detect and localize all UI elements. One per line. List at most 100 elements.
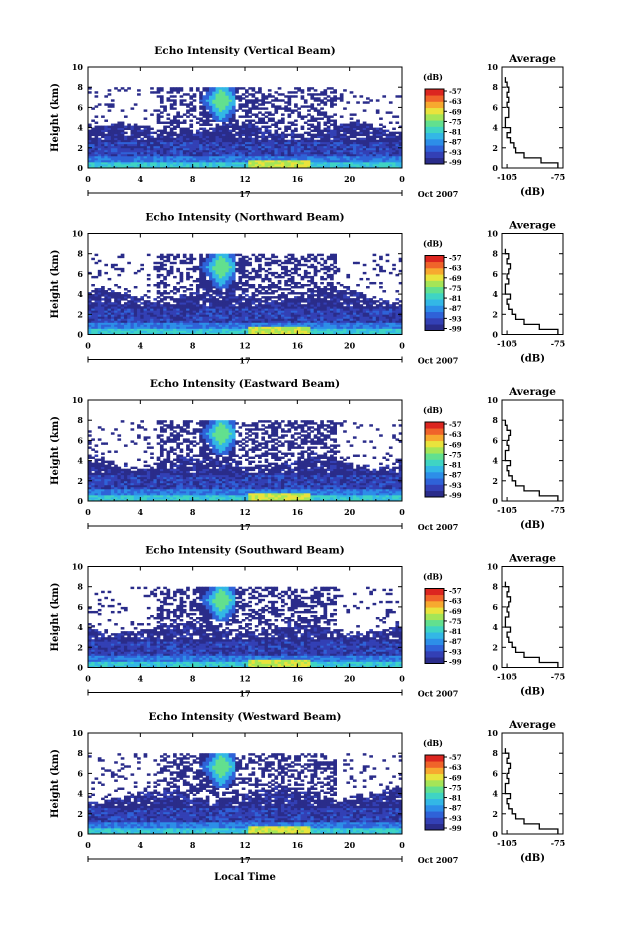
heatmap-cell <box>372 147 377 151</box>
heatmap-cell <box>209 279 213 283</box>
heatmap-cell <box>310 318 315 321</box>
heatmap-cell <box>218 300 223 303</box>
colorbar-tick-label: -81 <box>449 128 462 137</box>
heatmap-cell <box>114 326 118 329</box>
heatmap-cell <box>352 123 357 126</box>
heatmap-cell <box>222 153 226 157</box>
heatmap-cell <box>251 101 256 104</box>
heatmap-cell <box>156 151 161 155</box>
heatmap-cell <box>114 314 118 317</box>
heatmap-cell <box>277 275 282 279</box>
heatmap-cell <box>284 328 288 331</box>
heatmap-cell <box>231 129 236 133</box>
heatmap-cell <box>320 257 324 261</box>
heatmap-cell <box>202 153 207 157</box>
heatmap-cell <box>202 107 207 110</box>
heatmap-cell <box>238 318 243 321</box>
heatmap-cell <box>186 127 190 131</box>
heatmap-cell <box>235 133 239 137</box>
heatmap-cell <box>248 263 252 267</box>
heatmap-cell <box>91 326 95 329</box>
heatmap-cell <box>316 99 321 102</box>
heatmap-cell <box>307 255 311 259</box>
heatmap-cell <box>205 273 210 277</box>
heatmap-cell <box>166 133 171 137</box>
heatmap-cell <box>274 286 279 289</box>
heatmap-cell <box>117 137 122 141</box>
heatmap-cell <box>215 101 220 104</box>
heatmap-cell <box>310 322 315 325</box>
heatmap-cell <box>107 103 112 106</box>
heatmap-cell <box>362 294 367 297</box>
heatmap-cell <box>120 135 125 139</box>
heatmap-cell <box>290 267 295 271</box>
heatmap-cell <box>398 153 402 157</box>
heatmap-cell <box>372 137 377 141</box>
heatmap-cell <box>277 316 282 319</box>
heatmap-cell <box>271 147 275 151</box>
heatmap-cell <box>271 157 275 161</box>
heatmap-cell <box>110 127 115 131</box>
heatmap-cell <box>307 322 311 325</box>
heatmap-cell <box>179 296 184 299</box>
heatmap-cell <box>343 163 347 167</box>
heatmap-cell <box>388 157 393 161</box>
heatmap-cell <box>189 259 194 263</box>
heatmap-cell <box>235 281 239 285</box>
heatmap-cell <box>277 279 282 283</box>
heatmap-cell <box>369 123 373 126</box>
heatmap-cell <box>199 161 203 165</box>
heatmap-cell <box>395 131 400 135</box>
heatmap-cell <box>323 318 328 321</box>
heatmap-cell <box>192 330 197 333</box>
heatmap-cell <box>333 157 337 161</box>
heatmap-cell <box>150 131 154 135</box>
heatmap-cell <box>127 312 131 315</box>
heatmap-cell <box>228 298 233 301</box>
heatmap-cell <box>362 298 367 301</box>
heatmap-cell <box>231 298 236 301</box>
heatmap-cell <box>235 326 239 329</box>
heatmap-cell <box>261 137 266 141</box>
heatmap-cell <box>336 328 341 331</box>
heatmap-cell <box>349 332 354 335</box>
heatmap-cell <box>88 302 92 305</box>
heatmap-cell <box>120 155 125 159</box>
heatmap-cell <box>127 141 131 145</box>
heatmap-cell <box>316 294 321 297</box>
heatmap-cell <box>94 296 99 299</box>
heatmap-cell <box>300 133 305 137</box>
heatmap-cell <box>235 308 239 311</box>
heatmap-cell <box>222 119 226 122</box>
heatmap-cell <box>258 316 262 319</box>
heatmap-cell <box>130 300 135 303</box>
heatmap-cell <box>127 296 131 299</box>
heatmap-cell <box>173 133 177 137</box>
heatmap-cell <box>202 87 207 90</box>
heatmap-cell <box>274 139 279 143</box>
heatmap-cell <box>271 328 275 331</box>
heatmap-cell <box>241 105 246 108</box>
heatmap-cell <box>251 107 256 110</box>
heatmap-cell <box>127 147 131 151</box>
heatmap-cell <box>97 304 102 307</box>
heatmap-cell <box>248 127 252 131</box>
heatmap-cell <box>251 298 256 301</box>
heatmap-cell <box>238 326 243 329</box>
heatmap-cell <box>330 151 334 155</box>
heatmap-cell <box>110 155 115 159</box>
heatmap-cell <box>202 263 207 267</box>
heatmap-cell <box>225 294 230 297</box>
heatmap-cell <box>280 320 285 323</box>
heatmap-cell <box>267 131 272 135</box>
heatmap-cell <box>336 131 341 135</box>
heatmap-cell <box>241 143 246 147</box>
heatmap-cell <box>150 330 154 333</box>
heatmap-cell <box>258 135 262 139</box>
heatmap-cell <box>231 284 236 287</box>
heatmap-cell <box>274 111 279 114</box>
heatmap-cell <box>120 312 125 315</box>
heatmap-cell <box>218 279 223 283</box>
heatmap-cell <box>326 165 331 168</box>
heatmap-cell <box>182 147 187 151</box>
